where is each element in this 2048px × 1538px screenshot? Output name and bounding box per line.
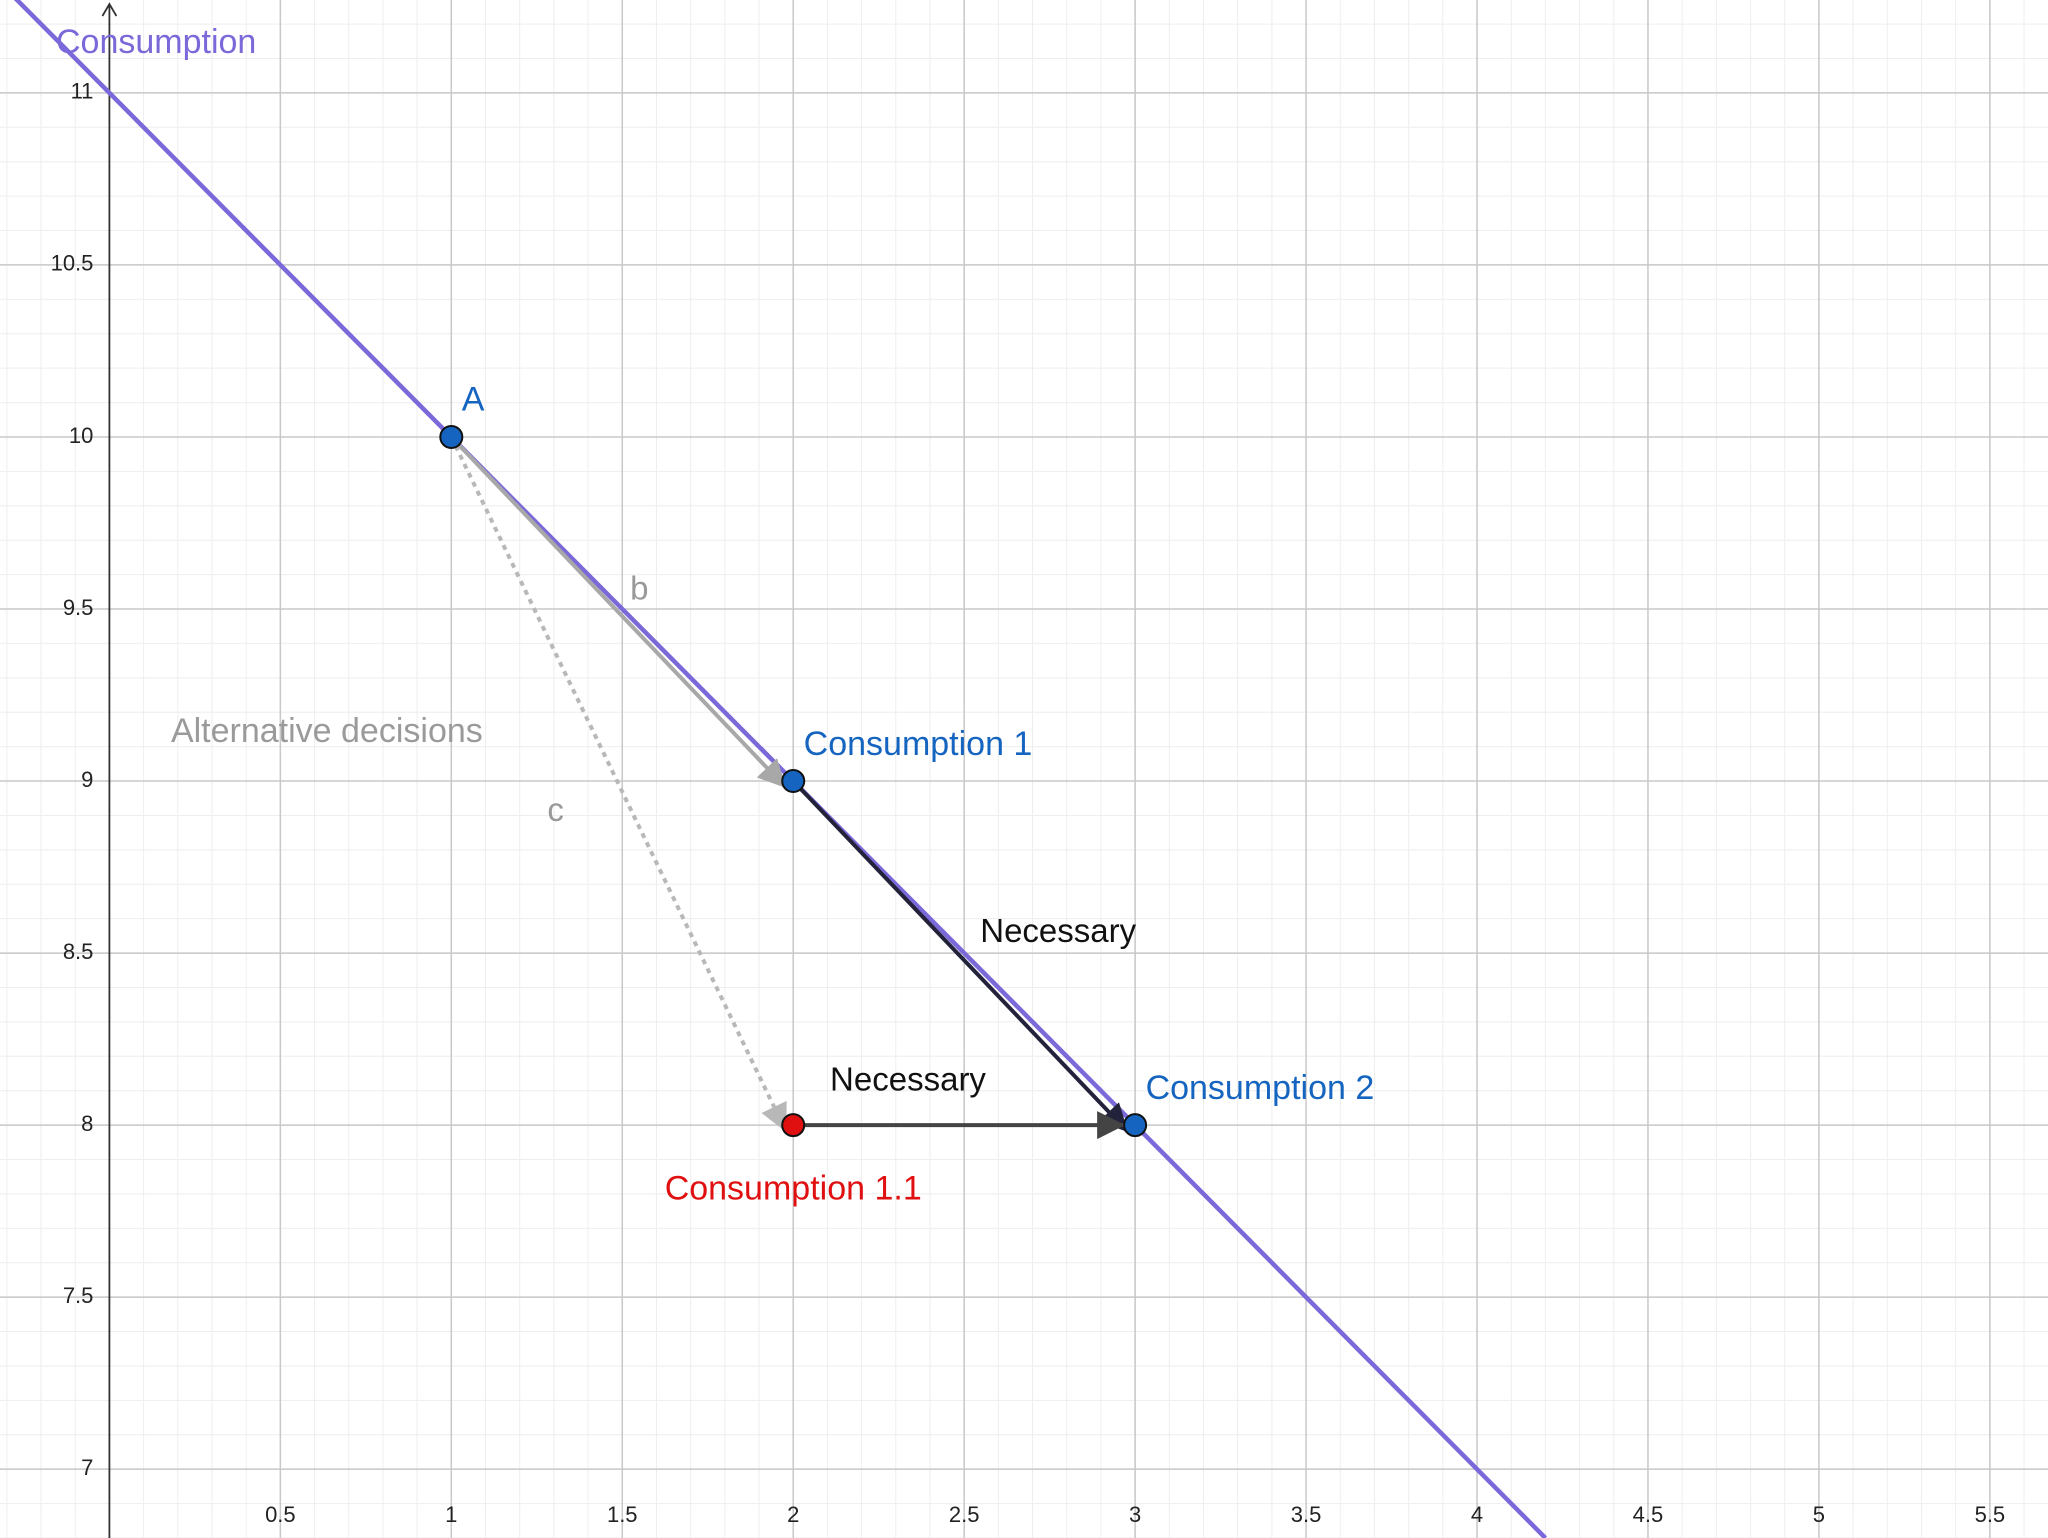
- vector-label: b: [630, 569, 648, 606]
- marks: Consumption b c Necessary Necessary A Consumpt…: [13, 0, 1547, 1538]
- point-label: A: [462, 381, 485, 419]
- point-label: Consumption 2: [1146, 1069, 1375, 1107]
- vector: [449, 435, 788, 790]
- x-tick-label: 1.5: [607, 1502, 638, 1527]
- point-label: Consumption 1.1: [665, 1169, 922, 1207]
- y-tick-label: 11: [71, 79, 94, 104]
- vector-label: c: [547, 791, 564, 828]
- point: [781, 1113, 806, 1138]
- vector: [449, 436, 789, 1133]
- x-tick-label: 4: [1471, 1502, 1483, 1527]
- y-tick-label: 8.5: [63, 939, 94, 964]
- y-axis-arrow: [101, 2, 118, 17]
- y-tick-label: 7: [81, 1455, 93, 1480]
- y-tick-label: 10.5: [51, 251, 94, 276]
- point-label: Consumption 1: [804, 725, 1033, 763]
- line-label: Consumption: [56, 23, 256, 61]
- point: [1123, 1113, 1148, 1138]
- x-tick-label: 4.5: [1633, 1502, 1664, 1527]
- x-tick-label: 3: [1129, 1502, 1141, 1527]
- vector-label: Necessary: [980, 912, 1136, 949]
- point: [781, 769, 806, 794]
- vector: [791, 779, 1130, 1134]
- vector-label: Necessary: [830, 1061, 986, 1098]
- x-tick-label: 3.5: [1291, 1502, 1322, 1527]
- y-tick-label: 8: [81, 1111, 93, 1136]
- x-tick-label: 0.5: [265, 1502, 296, 1527]
- point: [439, 424, 464, 449]
- x-tick-label: 2: [787, 1502, 799, 1527]
- y-tick-label: 9.5: [63, 595, 94, 620]
- y-tick-label: 9: [81, 767, 93, 792]
- y-tick-label: 7.5: [63, 1283, 94, 1308]
- y-tick-label: 10: [69, 423, 93, 448]
- x-tick-label: 1: [445, 1502, 457, 1527]
- annotation: Alternative decisions: [171, 712, 483, 750]
- x-tick-label: 5.5: [1975, 1502, 2006, 1527]
- x-tick-label: 5: [1813, 1502, 1825, 1527]
- x-tick-label: 2.5: [949, 1502, 980, 1527]
